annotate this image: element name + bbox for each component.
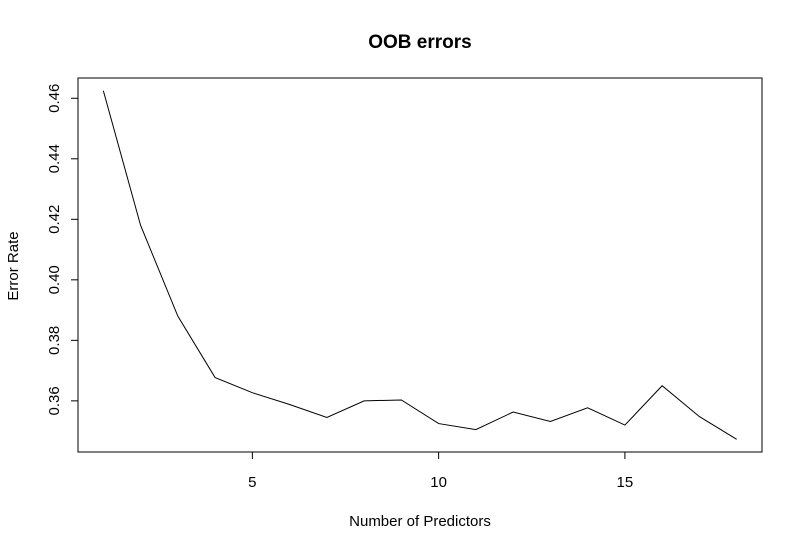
x-tick-label: 10 [430,474,447,491]
y-tick-label: 0.42 [46,205,63,234]
y-tick-label: 0.46 [46,84,63,113]
y-tick-label: 0.44 [46,144,63,173]
series-layer [102,90,737,440]
y-axis: 0.36 0.38 0.40 0.42 0.44 0.46 [46,84,78,415]
y-axis-label: Error Rate [5,231,22,300]
x-tick-label: 15 [617,474,634,491]
y-tick-label: 0.36 [46,386,63,415]
y-tick-label: 0.40 [46,265,63,294]
x-axis-label: Number of Predictors [349,513,491,530]
plot-frame [77,77,763,453]
series-line [102,90,737,440]
x-axis: 5 10 15 [248,452,633,491]
chart-title: OOB errors [368,32,471,53]
y-tick-label: 0.38 [46,326,63,355]
x-tick-label: 5 [248,474,256,491]
